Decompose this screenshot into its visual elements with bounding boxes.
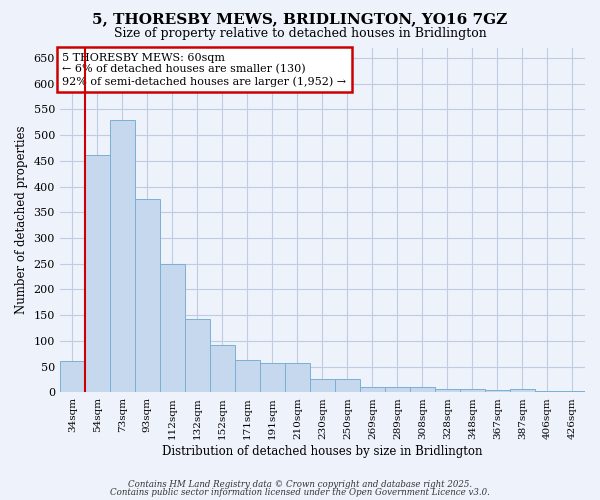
Bar: [60, 360, 85, 392]
Bar: [285, 363, 310, 392]
Bar: [510, 390, 535, 392]
Bar: [310, 378, 335, 392]
Bar: [410, 388, 435, 392]
Text: Size of property relative to detached houses in Bridlington: Size of property relative to detached ho…: [113, 28, 487, 40]
Text: 5, THORESBY MEWS, BRIDLINGTON, YO16 7GZ: 5, THORESBY MEWS, BRIDLINGTON, YO16 7GZ: [92, 12, 508, 26]
Text: 5 THORESBY MEWS: 60sqm
← 6% of detached houses are smaller (130)
92% of semi-det: 5 THORESBY MEWS: 60sqm ← 6% of detached …: [62, 52, 347, 87]
Bar: [210, 344, 235, 393]
Bar: [535, 391, 560, 392]
Bar: [85, 154, 110, 392]
Bar: [135, 200, 160, 392]
Bar: [160, 264, 185, 392]
Bar: [260, 363, 285, 392]
Bar: [185, 319, 210, 392]
Bar: [385, 388, 410, 392]
Bar: [235, 360, 260, 392]
Y-axis label: Number of detached properties: Number of detached properties: [15, 126, 28, 314]
Bar: [460, 390, 485, 392]
Text: Contains public sector information licensed under the Open Government Licence v3: Contains public sector information licen…: [110, 488, 490, 497]
Bar: [435, 390, 460, 392]
Text: Contains HM Land Registry data © Crown copyright and database right 2025.: Contains HM Land Registry data © Crown c…: [128, 480, 472, 489]
Bar: [360, 388, 385, 392]
Bar: [560, 391, 585, 392]
Bar: [110, 120, 135, 392]
X-axis label: Distribution of detached houses by size in Bridlington: Distribution of detached houses by size …: [162, 444, 482, 458]
Bar: [335, 378, 360, 392]
Bar: [485, 390, 510, 392]
